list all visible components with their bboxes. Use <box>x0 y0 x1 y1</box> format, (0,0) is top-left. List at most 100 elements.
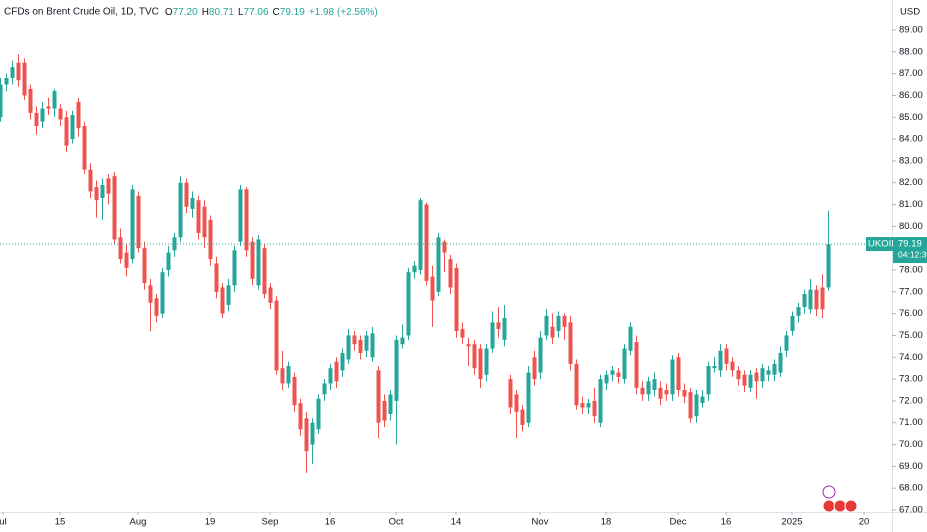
candle-body <box>52 91 57 109</box>
candle-body <box>130 189 135 260</box>
y-tick-label: 82.00 <box>899 177 923 188</box>
change-value: +1.98 (+2.56%) <box>309 7 378 18</box>
candle-body <box>610 370 615 375</box>
candle-body <box>82 126 87 170</box>
candle-body <box>76 102 81 129</box>
candle-body <box>346 335 351 360</box>
x-tick-label: 15 <box>55 517 66 528</box>
candle-body <box>754 372 759 382</box>
candle-body <box>466 344 471 347</box>
x-tick-label: 14 <box>451 517 462 528</box>
candle-body <box>70 115 75 140</box>
candle-body <box>214 263 219 292</box>
candle-body <box>718 350 723 371</box>
candle-body <box>22 62 27 96</box>
price-badge <box>893 237 927 264</box>
x-tick-label: 20 <box>859 517 870 528</box>
candle-body <box>160 272 165 314</box>
candle-body <box>478 348 483 380</box>
candle-body <box>670 359 675 395</box>
candle-body <box>694 394 699 417</box>
event-icon <box>822 485 836 499</box>
y-tick-label: 71.00 <box>899 417 923 428</box>
candle-body <box>34 112 39 126</box>
y-tick-label: 88.00 <box>899 46 923 57</box>
candle-body <box>808 289 813 310</box>
candle-body <box>460 328 465 338</box>
candle-body <box>556 315 561 332</box>
candle-body <box>436 237 441 292</box>
chart-header: CFDs on Brent Crude Oil, 1D, TVC O77.20 H8… <box>4 7 378 18</box>
candle-body <box>472 344 477 369</box>
candle-body <box>790 315 795 332</box>
candle-body <box>334 361 339 382</box>
candle-body <box>112 176 117 240</box>
event-icon <box>844 499 858 513</box>
ohlc-value: 77.06 <box>244 7 269 18</box>
candle-body <box>628 326 633 351</box>
candle-body <box>664 390 669 395</box>
candle-body <box>340 352 345 371</box>
event-icon <box>833 499 847 513</box>
candle-body <box>448 259 453 288</box>
candle-body <box>496 322 501 329</box>
y-tick-label: 75.00 <box>899 330 923 341</box>
candle-body <box>688 392 693 419</box>
candle-body <box>586 403 591 408</box>
candle-body <box>184 182 189 207</box>
x-tick-label: Nov <box>532 517 549 528</box>
candle-body <box>166 252 171 270</box>
candle-body <box>568 322 573 364</box>
x-tick-label: Sep <box>262 517 279 528</box>
candle-body <box>658 387 663 399</box>
indicator-icons <box>822 485 858 513</box>
y-tick-label: 87.00 <box>899 68 923 79</box>
candle-body <box>244 189 249 251</box>
candle-body <box>514 394 519 412</box>
last-price-label: 79.19 <box>898 239 922 250</box>
candle-body <box>64 117 69 146</box>
chart-title: CFDs on Brent Crude Oil, 1D, TVC O77.20 H8… <box>4 7 378 18</box>
candle-body <box>220 287 225 314</box>
y-tick-label: 89.00 <box>899 25 923 36</box>
y-tick-label: 83.00 <box>899 155 923 166</box>
currency-label: USD <box>900 7 920 18</box>
candle-body <box>352 335 357 345</box>
candle-body <box>700 396 705 404</box>
y-tick-label: 70.00 <box>899 439 923 450</box>
candle-body <box>310 422 315 445</box>
candle-body <box>226 285 231 305</box>
y-tick-label: 78.00 <box>899 265 923 276</box>
candle-body <box>268 287 273 303</box>
x-tick-label: Oct <box>389 517 404 528</box>
candle-body <box>256 239 261 286</box>
candle-body <box>742 374 747 386</box>
candle-body <box>418 200 423 270</box>
candle-body <box>592 400 597 417</box>
candle-body <box>604 374 609 384</box>
candle-body <box>430 276 435 301</box>
y-tick-label: 86.00 <box>899 90 923 101</box>
candle-body <box>526 372 531 423</box>
y-tick-label: 77.00 <box>899 286 923 297</box>
ohlc-label: C <box>273 7 280 18</box>
y-tick-label: 68.00 <box>899 483 923 494</box>
candle-body <box>580 403 585 408</box>
candle-body <box>766 370 771 375</box>
candle-body <box>202 206 207 238</box>
candle-body <box>574 363 579 406</box>
candle-body <box>388 394 393 414</box>
y-tick-label: 81.00 <box>899 199 923 210</box>
candle-body <box>730 361 735 371</box>
x-tick-label: Dec <box>670 517 687 528</box>
candle-body <box>358 339 363 353</box>
candle-body <box>88 169 93 192</box>
candle-body <box>544 315 549 336</box>
ohlc-label: H <box>202 7 209 18</box>
y-tick-label: 80.00 <box>899 221 923 232</box>
candle-body <box>232 250 237 286</box>
candle-body <box>406 272 411 336</box>
ohlc-value: 79.19 <box>280 7 305 18</box>
